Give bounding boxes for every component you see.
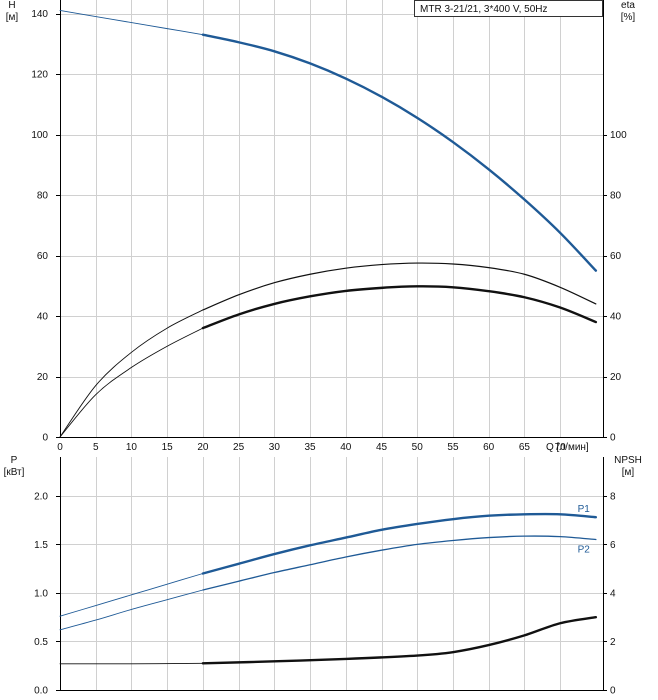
y-right-tick-label: 4 (610, 588, 616, 599)
series-label: P1 (578, 504, 591, 515)
y-left-tick-label: 80 (37, 191, 49, 202)
x-tick-label: 55 (447, 442, 459, 453)
y-left-tick-label: 0.5 (34, 637, 48, 648)
y-right-tick-label: 80 (610, 191, 622, 202)
y-left-tick-label: 60 (37, 251, 49, 262)
series-line-extrapolated (59, 309, 204, 438)
x-tick-label: 15 (162, 442, 174, 453)
x-tick-label: 65 (519, 442, 531, 453)
y-right-tick-label: 40 (610, 312, 622, 323)
x-tick-label: 60 (483, 442, 495, 453)
series-label: P2 (578, 545, 591, 556)
y-right-unit: [м] (622, 467, 635, 478)
y-left-tick-label: 0 (42, 433, 48, 444)
series-line (202, 262, 597, 311)
y-right-label: eta (621, 0, 635, 11)
x-tick-label: 35 (305, 442, 317, 453)
series-2 (59, 285, 598, 438)
series-line-extrapolated (59, 589, 204, 631)
series-line-extrapolated (59, 10, 204, 36)
x-axis-label: Q [л/мин] (546, 442, 589, 453)
x-tick-label: 20 (197, 442, 209, 453)
y-left-tick-label: 1.0 (34, 588, 48, 599)
y-left-unit: [м] (6, 12, 19, 23)
x-tick-label: 25 (233, 442, 245, 453)
y-left-label: H (8, 0, 15, 11)
y-left-tick-label: 40 (37, 312, 49, 323)
series-line-extrapolated (59, 573, 204, 617)
x-tick-label: 0 (57, 442, 63, 453)
series-2 (59, 615, 598, 665)
y-left-tick-label: 20 (37, 372, 49, 383)
y-right-tick-label: 0 (610, 433, 616, 444)
head-efficiency-panel: 020406080100120140020406080100H[м]eta[%]… (6, 0, 636, 453)
series-0 (59, 10, 598, 272)
x-tick-label: 40 (340, 442, 352, 453)
series-line (201, 285, 598, 330)
x-tick-label: 45 (376, 442, 388, 453)
y-left-tick-label: 140 (31, 9, 48, 20)
title-box-frame (414, 0, 603, 17)
y-left-tick-label: 0.0 (34, 686, 48, 697)
series-line (201, 615, 598, 665)
x-tick-label: 10 (126, 442, 138, 453)
x-tick-label: 30 (269, 442, 281, 453)
chart-title: MTR 3-21/21, 3*400 V, 50Hz (420, 4, 547, 15)
y-right-tick-label: 60 (610, 251, 622, 262)
x-tick-label: 50 (412, 442, 424, 453)
series-line-extrapolated (59, 327, 204, 438)
y-left-tick-label: 120 (31, 70, 48, 81)
y-right-label: NPSH (614, 455, 642, 466)
series-line (201, 33, 598, 272)
series-1: P2 (59, 535, 597, 631)
y-left-unit: [кВт] (4, 467, 25, 478)
y-right-unit: [%] (621, 12, 636, 23)
y-left-tick-label: 2.0 (34, 491, 48, 502)
y-right-tick-label: 2 (610, 637, 616, 648)
y-left-label: P (11, 455, 18, 466)
y-left-tick-label: 100 (31, 130, 48, 141)
series-1 (59, 262, 597, 438)
y-right-tick-label: 100 (610, 130, 627, 141)
x-tick-label: 70 (555, 442, 567, 453)
series-line (201, 512, 598, 575)
series-line-extrapolated (59, 662, 204, 665)
power-npsh-panel: 0.0 0.5 1.0 1.5 2.0 0 2 4 6 8 P[кВт] NPSH[м] P1 P2 (4, 455, 642, 697)
y-left-tick-label: 1.5 (34, 540, 48, 551)
y-right-tick-label: 20 (610, 372, 622, 383)
x-tick-label: 5 (93, 442, 99, 453)
title-box: MTR 3-21/21, 3*400 V, 50Hz (414, 0, 603, 17)
y-right-tick-label: 6 (610, 540, 616, 551)
series-line (202, 535, 597, 591)
y-right-tick-label: 8 (610, 491, 616, 502)
y-right-tick-label: 0 (610, 686, 616, 697)
series-0: P1 (59, 504, 598, 617)
